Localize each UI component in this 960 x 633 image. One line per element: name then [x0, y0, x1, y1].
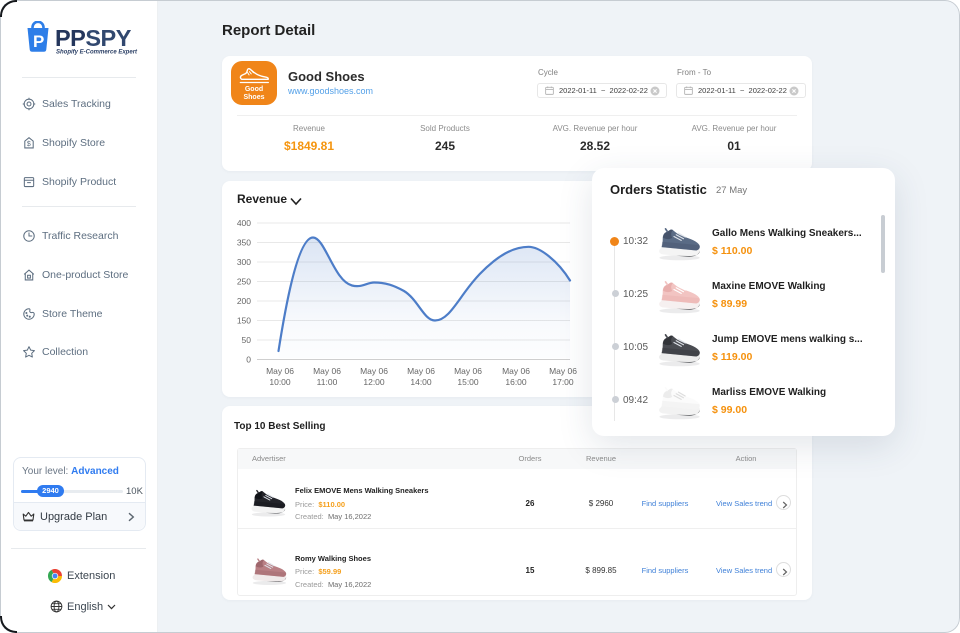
svg-text:PPSPY: PPSPY: [55, 25, 132, 51]
svg-text:16:00: 16:00: [505, 377, 527, 387]
svg-text:250: 250: [237, 277, 251, 287]
svg-text:150: 150: [237, 316, 251, 326]
svg-text:May 06: May 06: [407, 366, 435, 376]
svg-text:May 06: May 06: [266, 366, 294, 376]
svg-text:P: P: [33, 32, 44, 51]
svg-text:May 06: May 06: [313, 366, 341, 376]
svg-text:May 06: May 06: [360, 366, 388, 376]
svg-text:May 06: May 06: [502, 366, 530, 376]
svg-text:14:00: 14:00: [410, 377, 432, 387]
svg-text:$: $: [27, 141, 31, 148]
svg-text:350: 350: [237, 238, 251, 248]
svg-text:11:00: 11:00: [317, 377, 338, 387]
svg-text:Shopify E-Commerce Expert: Shopify E-Commerce Expert: [56, 50, 138, 56]
svg-text:200: 200: [237, 296, 251, 306]
svg-text:50: 50: [242, 335, 252, 345]
svg-text:10:00: 10:00: [269, 377, 291, 387]
svg-text:300: 300: [237, 257, 251, 267]
svg-text:400: 400: [237, 218, 251, 228]
svg-text:17:00: 17:00: [552, 377, 574, 387]
svg-text:0: 0: [246, 355, 251, 365]
svg-text:May 06: May 06: [454, 366, 482, 376]
svg-text:15:00: 15:00: [457, 377, 479, 387]
svg-text:12:00: 12:00: [363, 377, 385, 387]
svg-text:May 06: May 06: [549, 366, 577, 376]
